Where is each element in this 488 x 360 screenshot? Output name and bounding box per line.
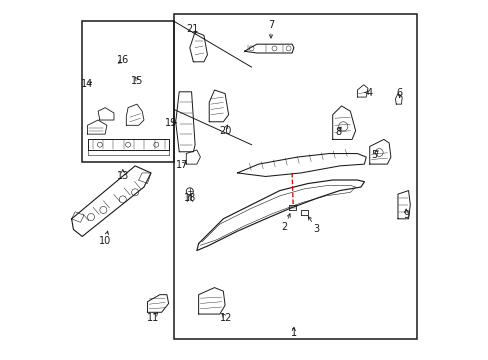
Text: 20: 20 (219, 126, 231, 136)
Text: 12: 12 (220, 313, 232, 323)
Text: 7: 7 (267, 21, 274, 31)
Text: 2: 2 (281, 221, 287, 231)
Bar (82, 21, 174, 162)
Text: 11: 11 (147, 312, 159, 323)
Text: 10: 10 (99, 236, 111, 246)
Text: 14: 14 (81, 79, 93, 89)
Text: 4: 4 (366, 87, 372, 98)
Text: 9: 9 (402, 210, 408, 220)
Text: 21: 21 (186, 24, 198, 34)
Text: 15: 15 (131, 76, 143, 86)
Text: 6: 6 (396, 87, 402, 98)
Text: 5: 5 (370, 150, 377, 160)
Text: 16: 16 (117, 55, 129, 65)
Text: 1: 1 (290, 328, 296, 338)
Bar (174, 14, 417, 339)
Text: 3: 3 (313, 224, 319, 234)
Text: 17: 17 (175, 160, 187, 170)
Text: 8: 8 (334, 127, 340, 138)
Text: 18: 18 (183, 193, 196, 203)
Text: 19: 19 (164, 118, 177, 128)
Text: 13: 13 (117, 171, 129, 181)
